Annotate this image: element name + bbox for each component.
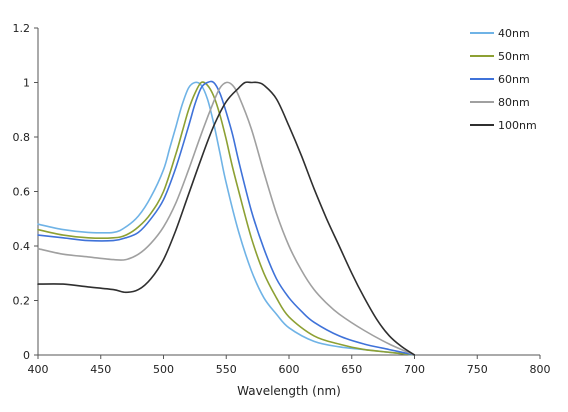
x-tick-label: 500 [153,363,174,376]
y-tick-label: 1 [23,77,30,90]
legend-label: 80nm [498,96,530,109]
series-line-40nm [37,81,416,356]
x-tick-label: 750 [467,363,488,376]
series-line-80nm [37,81,416,356]
x-tick-group: 400 450 500 550 600 650 700 750 800 [28,355,551,376]
x-tick-label: 450 [90,363,111,376]
x-tick-label: 650 [341,363,362,376]
x-tick-label: 550 [216,363,237,376]
series-line-50nm [37,81,416,356]
y-tick-label: 0 [23,349,30,362]
y-tick-label: 0.8 [13,131,31,144]
legend-label: 50nm [498,50,530,63]
x-tick-label: 600 [279,363,300,376]
y-tick-label: 0.2 [13,295,31,308]
series-group [37,80,416,356]
x-axis-title: Wavelength (nm) [237,384,341,398]
y-tick-group: 0 0.2 0.4 0.6 0.8 1 1.2 [13,22,38,362]
y-tick-label: 0.4 [13,240,31,253]
legend-label: 40nm [498,27,530,40]
series-line-100nm [37,81,416,356]
series-line-60nm [37,80,416,356]
y-tick-label: 1.2 [13,22,31,35]
legend-label: 60nm [498,73,530,86]
legend: 40nm 50nm 60nm 80nm 100nm [470,27,537,132]
x-tick-label: 400 [28,363,49,376]
legend-label: 100nm [498,119,537,132]
x-tick-label: 800 [530,363,551,376]
y-tick-label: 0.6 [13,186,31,199]
x-tick-label: 700 [404,363,425,376]
